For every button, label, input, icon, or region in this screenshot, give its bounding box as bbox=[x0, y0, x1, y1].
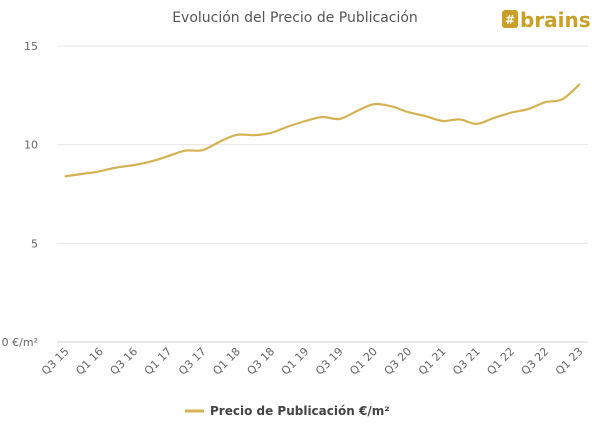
data-point bbox=[423, 114, 427, 118]
data-point bbox=[81, 172, 85, 176]
x-tick-label: Q3 17 bbox=[176, 345, 209, 378]
x-tick-label: Q3 21 bbox=[450, 345, 483, 378]
data-point bbox=[98, 169, 102, 173]
data-point bbox=[389, 104, 393, 108]
data-point bbox=[115, 165, 119, 169]
data-point bbox=[372, 102, 376, 106]
y-axis-ticks: 0 €/m² 5 10 15 bbox=[2, 40, 38, 349]
data-point bbox=[492, 116, 496, 120]
x-tick-label: Q3 22 bbox=[519, 345, 552, 378]
legend-label: Precio de Publicación €/m² bbox=[210, 404, 389, 418]
data-point bbox=[355, 109, 359, 113]
legend: Precio de Publicación €/m² bbox=[185, 404, 389, 418]
logo-mark-icon bbox=[502, 10, 518, 28]
data-point bbox=[286, 125, 290, 129]
data-point bbox=[509, 111, 513, 115]
data-point bbox=[321, 115, 325, 119]
x-tick-label: Q3 16 bbox=[108, 345, 141, 378]
x-tick-label: Q1 18 bbox=[210, 345, 243, 378]
y-tick-label: 15 bbox=[24, 40, 38, 53]
data-point bbox=[440, 119, 444, 123]
data-point bbox=[183, 149, 187, 153]
x-tick-label: Q1 21 bbox=[416, 345, 449, 378]
x-tick-label: Q3 18 bbox=[245, 345, 278, 378]
y-tick-label: 10 bbox=[24, 139, 38, 152]
data-point bbox=[475, 122, 479, 126]
series-group bbox=[64, 82, 581, 178]
data-point bbox=[218, 140, 222, 144]
x-tick-label: Q3 20 bbox=[382, 345, 415, 378]
x-tick-label: Q1 16 bbox=[73, 345, 106, 378]
data-point bbox=[201, 148, 205, 152]
chart-title: Evolución del Precio de Publicación bbox=[172, 10, 418, 26]
data-point bbox=[458, 117, 462, 121]
data-point bbox=[149, 159, 153, 163]
x-tick-label: Q1 19 bbox=[279, 345, 312, 378]
x-tick-label: Q1 22 bbox=[484, 345, 517, 378]
data-point bbox=[406, 110, 410, 114]
data-point bbox=[526, 107, 530, 111]
data-point bbox=[235, 133, 239, 137]
data-point bbox=[577, 82, 581, 86]
x-tick-label: Q1 23 bbox=[553, 345, 586, 378]
data-point bbox=[252, 133, 256, 137]
series-line bbox=[64, 83, 581, 178]
x-tick-label: Q1 17 bbox=[142, 345, 175, 378]
gridlines bbox=[57, 45, 588, 343]
y-tick-label: 5 bbox=[31, 237, 38, 250]
logo-text: brains bbox=[520, 8, 591, 32]
data-point bbox=[269, 131, 273, 135]
brains-logo: # brains bbox=[502, 8, 591, 32]
data-point bbox=[560, 97, 564, 101]
data-point bbox=[132, 163, 136, 167]
data-point bbox=[543, 100, 547, 104]
x-tick-label: Q3 15 bbox=[39, 345, 72, 378]
logo-mark-glyph: # bbox=[505, 13, 515, 27]
data-point bbox=[303, 119, 307, 123]
x-tick-label: Q1 20 bbox=[347, 345, 380, 378]
y-tick-label: 0 €/m² bbox=[2, 336, 38, 349]
x-axis-ticks: Q3 15 Q1 16 Q3 16 Q1 17 Q3 17 Q1 18 Q3 18 Q1 19… bbox=[39, 345, 586, 378]
data-point bbox=[64, 174, 68, 178]
x-tick-label: Q3 19 bbox=[313, 345, 346, 378]
data-point bbox=[338, 117, 342, 121]
data-point bbox=[166, 154, 170, 158]
